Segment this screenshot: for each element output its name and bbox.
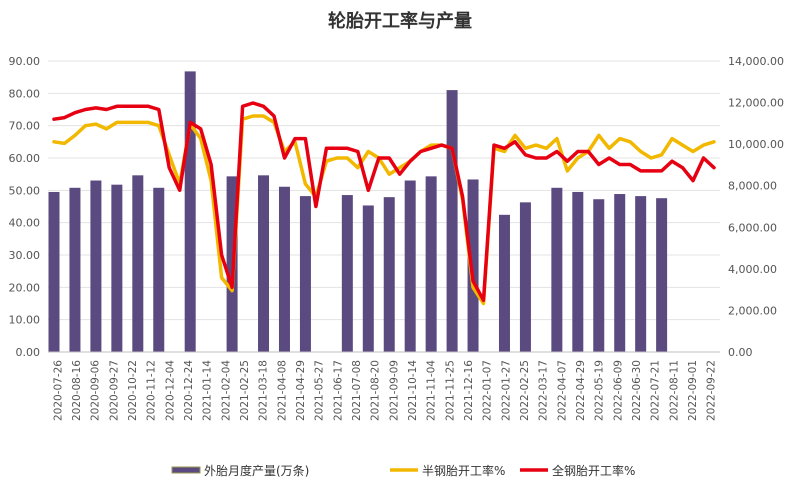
bar bbox=[467, 179, 479, 352]
bar bbox=[90, 180, 102, 352]
bar bbox=[404, 180, 416, 352]
x-tick-label: 2022-02-25 bbox=[519, 360, 531, 421]
bar bbox=[519, 202, 531, 352]
x-tick-label: 2022-09-22 bbox=[706, 360, 718, 421]
x-tick-label: 2020-09-27 bbox=[108, 360, 120, 421]
y-right-tick-label: 14,000.00 bbox=[728, 55, 784, 68]
y-left-tick-label: 20.00 bbox=[9, 281, 41, 294]
x-tick-label: 2020-07-26 bbox=[52, 360, 64, 421]
x-tick-label: 2021-08-20 bbox=[370, 360, 382, 421]
x-tick-label: 2022-08-11 bbox=[668, 360, 680, 421]
legend-swatch bbox=[171, 466, 201, 474]
bar bbox=[593, 199, 605, 352]
bar bbox=[656, 198, 668, 352]
bar bbox=[498, 214, 510, 352]
x-tick-label: 2022-05-19 bbox=[594, 360, 606, 421]
y-right-tick-label: 10,000.00 bbox=[728, 138, 784, 151]
x-tick-label: 2022-03-17 bbox=[538, 360, 550, 421]
x-tick-label: 2021-07-08 bbox=[351, 360, 363, 421]
x-tick-label: 2021-12-16 bbox=[463, 360, 475, 421]
y-left-tick-label: 80.00 bbox=[9, 87, 41, 100]
x-tick-label: 2021-03-18 bbox=[258, 360, 270, 421]
x-tick-label: 2020-11-12 bbox=[146, 360, 158, 421]
bar bbox=[446, 90, 458, 352]
bar bbox=[48, 191, 60, 352]
y-left-tick-label: 40.00 bbox=[9, 217, 41, 230]
x-tick-label: 2022-07-21 bbox=[650, 360, 662, 421]
bar bbox=[111, 184, 123, 352]
legend-label: 全钢胎开工率% bbox=[552, 463, 635, 478]
x-tick-label: 2022-04-29 bbox=[575, 360, 587, 421]
y-right-tick-label: 4,000.00 bbox=[728, 263, 777, 276]
bar bbox=[184, 71, 196, 353]
y-left-tick-label: 10.00 bbox=[9, 314, 41, 327]
bar bbox=[362, 205, 374, 352]
x-tick-label: 2021-11-04 bbox=[426, 360, 438, 421]
x-tick-label: 2021-02-25 bbox=[239, 360, 251, 421]
bar bbox=[614, 194, 626, 352]
y-left-tick-label: 60.00 bbox=[9, 152, 41, 165]
x-tick-label: 2020-08-16 bbox=[71, 360, 83, 421]
legend-label: 半钢胎开工率% bbox=[422, 463, 505, 478]
y-right-tick-label: 0.00 bbox=[728, 346, 753, 359]
x-tick-label: 2021-01-14 bbox=[202, 360, 214, 421]
y-axis-right: 0.00 2,000.00 4,000.00 6,000.00 8,000.00 10,0… bbox=[728, 55, 784, 359]
x-tick-label: 2022-01-27 bbox=[500, 360, 512, 421]
y-left-tick-label: 70.00 bbox=[9, 120, 41, 133]
bar bbox=[425, 176, 437, 352]
x-tick-label: 2021-05-27 bbox=[314, 360, 326, 421]
legend: 外胎月度产量(万条) 半钢胎开工率% 全钢胎开工率% bbox=[171, 463, 635, 478]
x-tick-label: 2020-12-04 bbox=[164, 360, 176, 421]
y-right-tick-label: 2,000.00 bbox=[728, 304, 777, 317]
x-tick-label: 2020-10-22 bbox=[127, 360, 139, 421]
x-tick-label: 2021-06-17 bbox=[332, 360, 344, 421]
bar bbox=[383, 197, 395, 352]
y-left-tick-label: 50.00 bbox=[9, 184, 41, 197]
bar bbox=[278, 186, 290, 352]
y-axis-left: 0.00 10.00 20.00 30.00 40.00 50.00 60.00 70.00 8… bbox=[9, 55, 41, 359]
bar bbox=[299, 196, 311, 352]
x-tick-label: 2020-09-06 bbox=[90, 360, 102, 421]
y-left-tick-label: 30.00 bbox=[9, 249, 41, 262]
x-tick-label: 2021-10-14 bbox=[407, 360, 419, 421]
y-right-tick-label: 12,000.00 bbox=[728, 97, 784, 110]
x-tick-label: 2021-11-25 bbox=[444, 360, 456, 421]
x-tick-label: 2022-01-07 bbox=[482, 360, 494, 421]
x-tick-label: 2022-06-09 bbox=[612, 360, 624, 421]
chart-title: 轮胎开工率与产量 bbox=[328, 10, 472, 32]
legend-label: 外胎月度产量(万条) bbox=[204, 463, 309, 478]
line-series bbox=[52, 101, 716, 306]
x-tick-label: 2021-04-08 bbox=[276, 360, 288, 421]
x-tick-label: 2022-09-01 bbox=[687, 360, 699, 421]
y-left-tick-label: 90.00 bbox=[9, 55, 41, 68]
x-axis: 2020-07-26 2020-08-16 2020-09-06 2020-09-27… bbox=[48, 351, 720, 421]
x-tick-label: 2021-04-29 bbox=[295, 360, 307, 421]
bar bbox=[572, 191, 584, 352]
bar bbox=[635, 196, 647, 352]
bar bbox=[341, 195, 353, 352]
bar bbox=[258, 175, 270, 352]
bar bbox=[69, 187, 81, 352]
y-left-tick-label: 0.00 bbox=[16, 346, 41, 359]
bar bbox=[153, 187, 165, 352]
x-tick-label: 2020-12-24 bbox=[183, 360, 195, 421]
x-tick-label: 2022-06-30 bbox=[631, 360, 643, 421]
series-line bbox=[52, 101, 716, 303]
y-right-tick-label: 8,000.00 bbox=[728, 180, 777, 193]
bar-series bbox=[48, 71, 668, 353]
x-tick-label: 2021-02-04 bbox=[220, 360, 232, 421]
x-tick-label: 2022-04-07 bbox=[556, 360, 568, 421]
x-tick-label: 2021-09-09 bbox=[388, 360, 400, 421]
bar bbox=[551, 187, 563, 352]
bar bbox=[132, 175, 144, 352]
y-right-tick-label: 6,000.00 bbox=[728, 221, 777, 234]
